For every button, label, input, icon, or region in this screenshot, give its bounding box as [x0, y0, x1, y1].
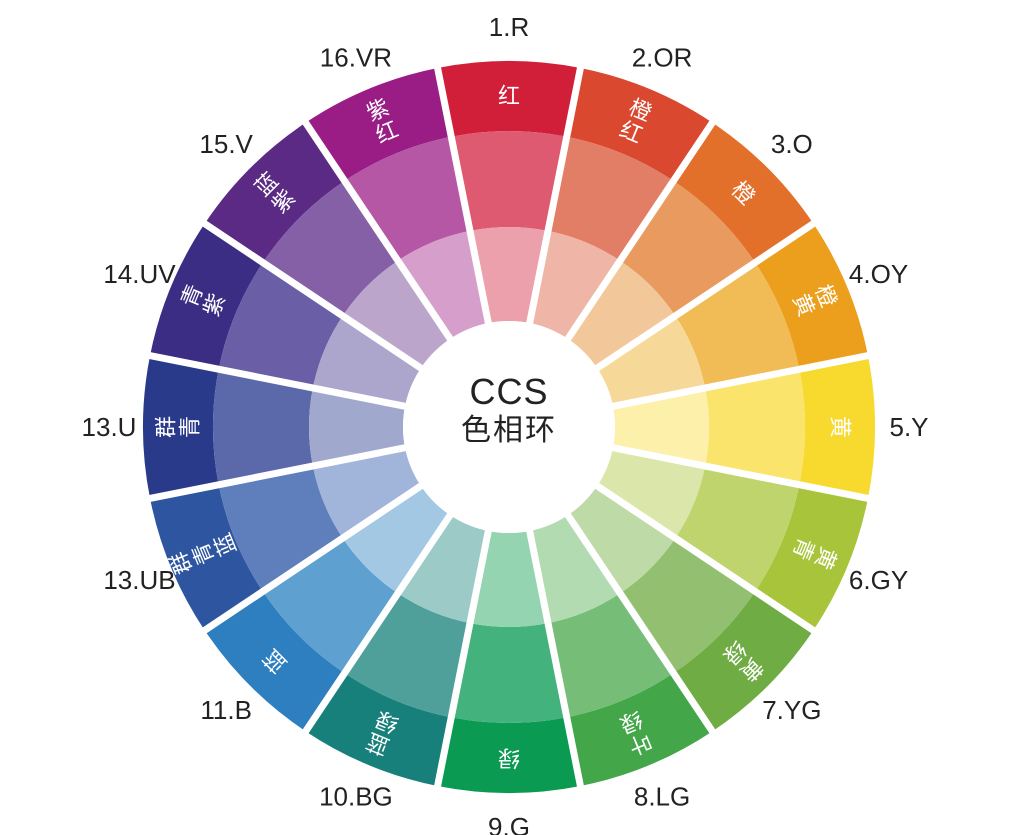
segment-separator: [197, 217, 428, 375]
hue-code-label: 10.BG: [319, 782, 393, 812]
segment-separator: [561, 115, 719, 346]
segment-separator: [432, 61, 493, 330]
hue-segment-middle: [344, 136, 470, 261]
hue-segment-outer: [437, 717, 581, 793]
hue-segment-outer: [437, 61, 581, 137]
hue-code-label: 13.U: [82, 412, 137, 442]
hue-segment-middle: [451, 623, 567, 723]
hue-segment-outer: [204, 122, 345, 263]
hue-segment-middle: [548, 593, 674, 718]
segment-separators: [143, 61, 875, 793]
hue-name-label: 红: [498, 85, 520, 110]
hue-code-labels: 1.R 2.OR 3.O 4.OY 5.Y 6.GY 7.YG 8.LG 9.G 10.BG 11.…: [82, 12, 929, 835]
hue-segment-inner: [342, 260, 451, 369]
center-hole: [403, 321, 615, 533]
segment-separator: [525, 524, 586, 793]
segment-separator: [432, 524, 493, 793]
hue-code-label: 11.B: [200, 695, 252, 725]
hue-code-label: 8.LG: [634, 782, 690, 812]
hue-segment-outer: [204, 591, 345, 732]
hue-segment-inner: [312, 447, 421, 539]
hue-code-label: 16.VR: [320, 42, 392, 72]
hue-segment-inner: [612, 387, 709, 467]
hue-segment-outer: [150, 223, 263, 370]
hue-segment-middle: [705, 369, 805, 485]
hue-segment-inner: [597, 315, 706, 407]
hue-segment-outer: [142, 355, 219, 499]
hue-code-label: 4.OY: [849, 259, 908, 289]
segment-separator: [561, 508, 719, 739]
hue-segment-outer: [566, 68, 713, 181]
hue-segment-middle: [451, 131, 567, 231]
segment-separator: [143, 350, 412, 411]
segment-separator: [525, 61, 586, 330]
hue-segment-middle: [675, 466, 800, 592]
hue-segment-outer: [673, 591, 814, 732]
hue-segment-outer: [673, 122, 814, 263]
hue-segment-middle: [344, 593, 470, 718]
hue-segment-inner: [567, 485, 676, 594]
hue-segment-inner: [397, 515, 489, 624]
hue-segment-middle: [218, 466, 343, 592]
hue-segment-middle: [548, 136, 674, 261]
hue-segment-inner: [597, 447, 706, 539]
hue-code-label: 5.Y: [889, 412, 928, 442]
hue-code-label: 9.G: [488, 812, 530, 835]
hue-segment-outer: [566, 673, 713, 786]
hue-segment-middle: [213, 369, 313, 485]
segment-separator: [299, 508, 457, 739]
hue-name-char: 红: [498, 85, 520, 110]
hue-segment-inner: [567, 260, 676, 369]
hue-segment-middle: [218, 262, 343, 388]
hue-name-label: 黄: [827, 416, 852, 438]
hue-segment-inner: [342, 485, 451, 594]
hue-segment-outer: [305, 673, 452, 786]
hue-segment-middle: [675, 262, 800, 388]
segment-separator: [606, 443, 875, 504]
hue-segment-inner: [312, 315, 421, 407]
hue-segment-outer: [755, 223, 868, 370]
hue-segment-outer: [755, 484, 868, 631]
hue-segment-inner: [397, 230, 489, 339]
hue-segment-inner: [469, 227, 549, 324]
hue-code-label: 6.GY: [849, 565, 908, 595]
hue-segment-inner: [309, 387, 406, 467]
hue-segment-inner: [529, 515, 621, 624]
hue-name-char: 青: [179, 416, 204, 438]
hue-name-char: 群: [155, 416, 180, 438]
hue-code-label: 15.V: [199, 129, 253, 159]
hue-code-label: 7.YG: [762, 695, 821, 725]
hue-code-label: 13.UB: [103, 565, 175, 595]
hue-segment-inner: [469, 530, 549, 627]
segment-separator: [143, 443, 412, 504]
hue-code-label: 2.OR: [632, 42, 693, 72]
segment-separator: [197, 479, 428, 637]
segment-separator: [606, 350, 875, 411]
hue-segment-outer: [150, 484, 263, 631]
segment-separator: [299, 115, 457, 346]
segment-separator: [590, 217, 821, 375]
hue-code-label: 1.R: [489, 12, 529, 42]
hue-segment-outer: [305, 68, 452, 181]
hue-segment-inner: [529, 230, 621, 339]
hue-segment-outer: [799, 355, 875, 499]
hue-name-label: 群青: [155, 416, 204, 438]
hue-name-char: 绿: [498, 745, 520, 770]
hue-name-char: 黄: [827, 416, 852, 438]
hue-code-label: 14.UV: [103, 259, 176, 289]
hue-name-label: 绿: [498, 745, 520, 770]
segment-separator: [590, 479, 821, 637]
hue-code-label: 3.O: [771, 129, 813, 159]
